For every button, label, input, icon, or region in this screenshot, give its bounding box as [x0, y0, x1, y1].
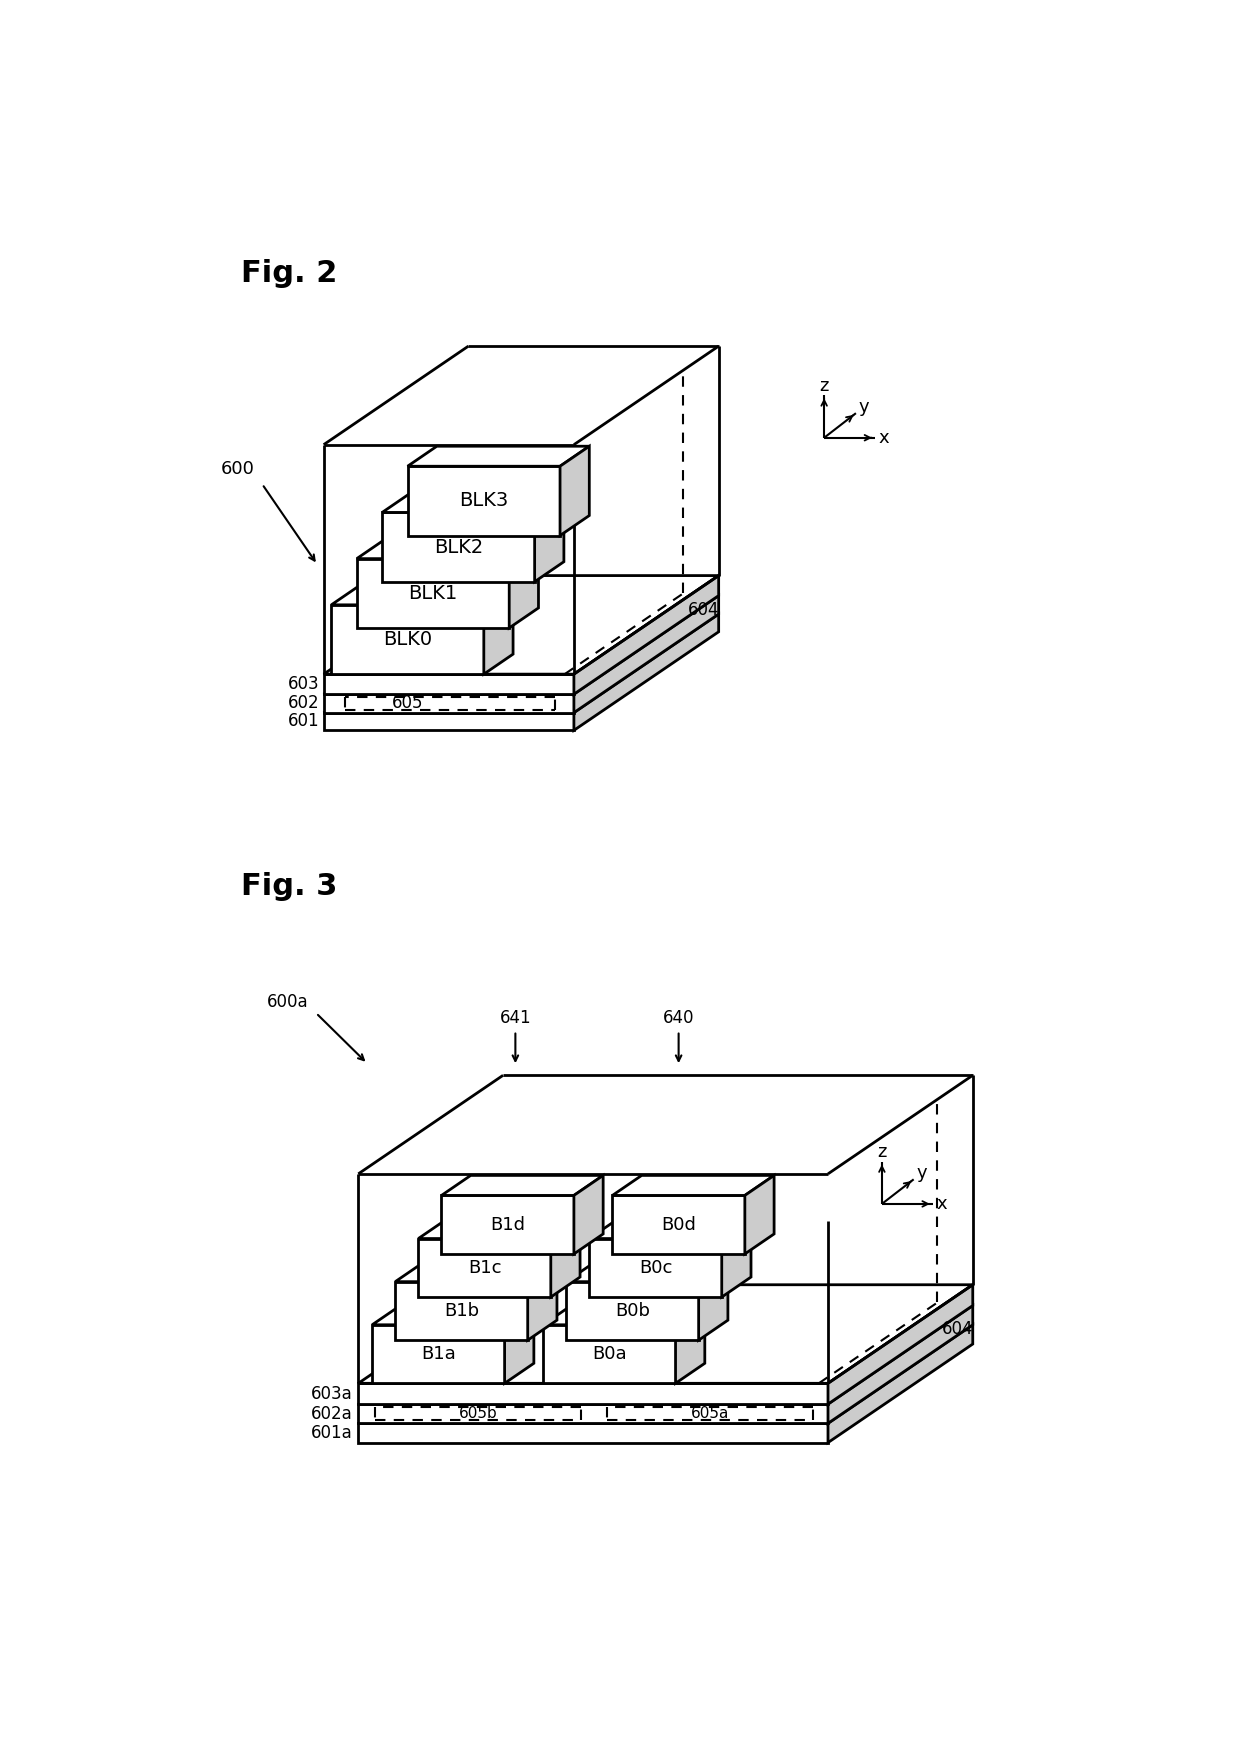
- Text: z: z: [877, 1143, 887, 1162]
- Polygon shape: [382, 512, 534, 581]
- Polygon shape: [534, 493, 564, 581]
- Polygon shape: [828, 1306, 972, 1423]
- Text: x: x: [936, 1195, 947, 1213]
- Polygon shape: [396, 1281, 528, 1341]
- Polygon shape: [567, 1281, 698, 1341]
- Text: 600: 600: [221, 460, 254, 477]
- Polygon shape: [418, 1218, 580, 1239]
- Text: BLK0: BLK0: [383, 630, 433, 649]
- Text: BLK1: BLK1: [408, 584, 458, 602]
- Polygon shape: [574, 595, 719, 713]
- Text: 605b: 605b: [459, 1406, 497, 1422]
- Polygon shape: [613, 1195, 745, 1255]
- Text: B1b: B1b: [444, 1302, 479, 1320]
- Polygon shape: [589, 1239, 722, 1297]
- Text: B1d: B1d: [490, 1216, 526, 1234]
- Polygon shape: [324, 713, 574, 730]
- Polygon shape: [331, 605, 484, 674]
- Text: B0c: B0c: [639, 1258, 672, 1278]
- Polygon shape: [358, 1285, 972, 1383]
- Text: 603: 603: [288, 676, 319, 693]
- Polygon shape: [358, 1423, 828, 1443]
- Polygon shape: [324, 674, 574, 695]
- Polygon shape: [528, 1262, 557, 1341]
- Polygon shape: [408, 467, 560, 535]
- Text: 641: 641: [500, 1009, 531, 1027]
- Polygon shape: [408, 446, 589, 467]
- Polygon shape: [567, 1262, 728, 1281]
- Text: 601a: 601a: [310, 1423, 352, 1443]
- Polygon shape: [574, 1176, 603, 1255]
- Text: 640: 640: [663, 1009, 694, 1027]
- Polygon shape: [676, 1304, 704, 1383]
- Text: 603a: 603a: [310, 1385, 352, 1402]
- Polygon shape: [358, 1383, 828, 1404]
- Text: B1c: B1c: [467, 1258, 501, 1278]
- Text: B0d: B0d: [661, 1216, 696, 1234]
- Polygon shape: [589, 1218, 751, 1239]
- Polygon shape: [324, 595, 719, 695]
- Polygon shape: [543, 1325, 676, 1383]
- Polygon shape: [382, 493, 564, 512]
- Text: BLK3: BLK3: [459, 491, 508, 511]
- Text: Fig. 3: Fig. 3: [242, 872, 337, 900]
- Polygon shape: [441, 1176, 603, 1195]
- Polygon shape: [358, 1306, 972, 1404]
- Polygon shape: [324, 614, 719, 713]
- Polygon shape: [441, 1195, 574, 1255]
- Polygon shape: [698, 1262, 728, 1341]
- Text: z: z: [820, 377, 828, 395]
- Polygon shape: [484, 584, 513, 674]
- Text: B1a: B1a: [422, 1344, 456, 1364]
- Text: 605a: 605a: [691, 1406, 729, 1422]
- Polygon shape: [396, 1262, 557, 1281]
- Polygon shape: [324, 576, 719, 674]
- Text: y: y: [858, 398, 869, 416]
- Polygon shape: [324, 695, 574, 713]
- Polygon shape: [331, 584, 513, 605]
- Polygon shape: [574, 576, 719, 695]
- Polygon shape: [372, 1304, 534, 1325]
- Polygon shape: [358, 1404, 828, 1423]
- Text: 604: 604: [688, 600, 719, 620]
- Polygon shape: [722, 1218, 751, 1297]
- Polygon shape: [745, 1176, 774, 1255]
- Text: 601: 601: [288, 713, 319, 730]
- Text: BLK2: BLK2: [434, 537, 484, 556]
- Polygon shape: [357, 539, 538, 558]
- Polygon shape: [357, 558, 510, 628]
- Polygon shape: [543, 1304, 704, 1325]
- Text: 600a: 600a: [267, 993, 309, 1011]
- Text: Fig. 2: Fig. 2: [242, 260, 337, 288]
- Text: x: x: [879, 428, 889, 448]
- Text: B0b: B0b: [615, 1302, 650, 1320]
- Polygon shape: [505, 1304, 534, 1383]
- Text: y: y: [916, 1164, 926, 1183]
- Text: 605: 605: [392, 695, 423, 713]
- Polygon shape: [372, 1325, 505, 1383]
- Polygon shape: [560, 446, 589, 535]
- Polygon shape: [510, 539, 538, 628]
- Text: 602a: 602a: [310, 1404, 352, 1423]
- Text: 604: 604: [942, 1320, 973, 1337]
- Text: 602: 602: [288, 695, 319, 713]
- Polygon shape: [418, 1239, 551, 1297]
- Polygon shape: [828, 1325, 972, 1443]
- Text: B0a: B0a: [591, 1344, 626, 1364]
- Polygon shape: [551, 1218, 580, 1297]
- Polygon shape: [358, 1325, 972, 1423]
- Polygon shape: [574, 614, 719, 730]
- Polygon shape: [828, 1285, 972, 1404]
- Polygon shape: [613, 1176, 774, 1195]
